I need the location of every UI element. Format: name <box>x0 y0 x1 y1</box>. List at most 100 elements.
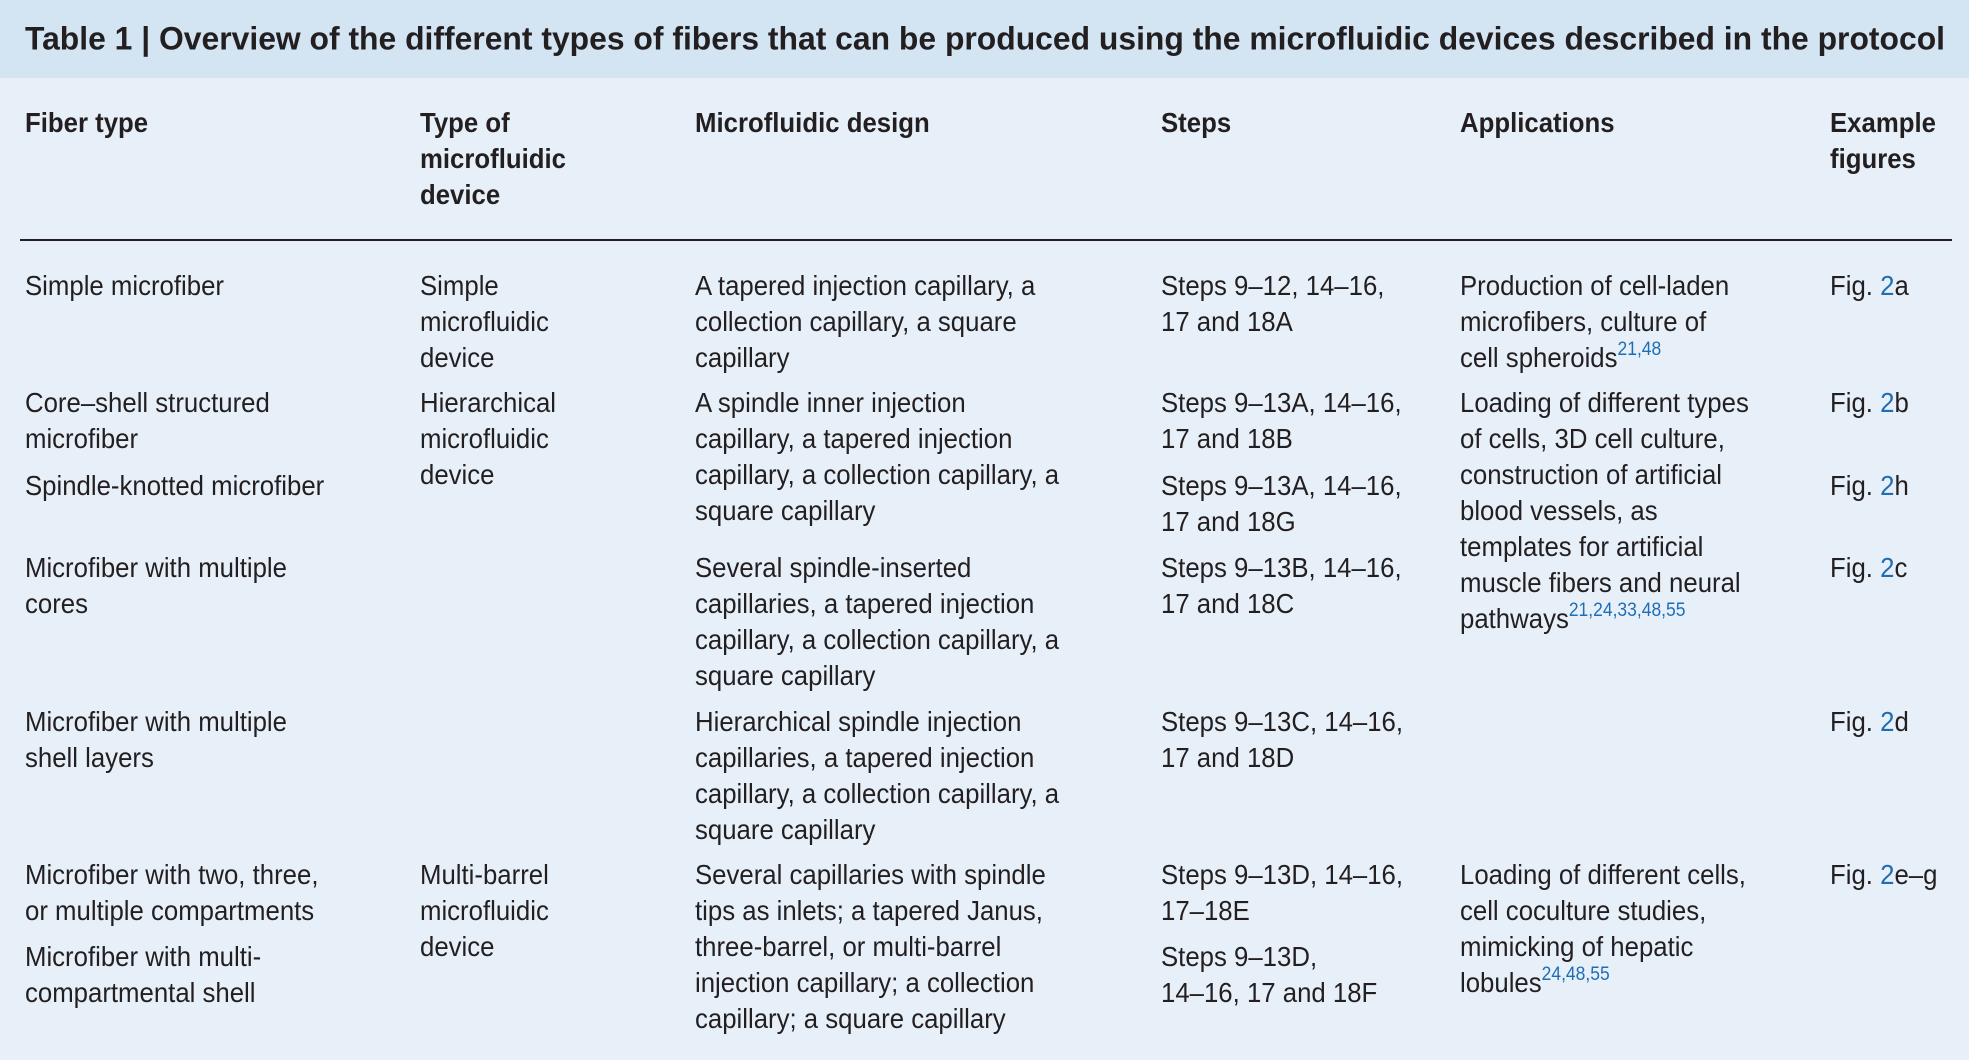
cell-line: A spindle inner injection <box>695 387 966 418</box>
fiber-type-cell: Microfiber with multiple shell layers <box>25 704 287 776</box>
figure-line: Fig. 2d <box>1830 704 1909 740</box>
figure-ref: 2 <box>1880 706 1895 737</box>
cell-line: Steps 9–13A, 14–16, <box>1161 470 1402 501</box>
title-bar: Table 1 | Overview of the different type… <box>0 0 1969 78</box>
cell-line: Loading of different cells, <box>1460 857 1746 893</box>
cell-line: Microfiber with multi- <box>25 941 262 972</box>
header-line: Type of <box>420 107 510 138</box>
cell-line: capillary, a tapered injection <box>695 423 1013 454</box>
cell-text: templates for artificial <box>1460 531 1704 562</box>
figure-suffix: b <box>1894 387 1909 418</box>
cell-line: Several capillaries with spindle <box>695 859 1046 890</box>
cell-line: Simple <box>420 270 499 301</box>
cell-line: Core–shell structured <box>25 387 270 418</box>
cell-line: templates for artificial <box>1460 529 1749 565</box>
header-line: microfluidic <box>420 143 567 174</box>
reference: 21,24,33,48,55 <box>1568 599 1686 621</box>
cell-line: Steps 9–13D, <box>1161 941 1318 972</box>
cell-line: three-barrel, or multi-barrel <box>695 931 1002 962</box>
device-cell: Multi-barrel microfluidic device <box>420 857 549 965</box>
reference: 21,48 <box>1617 338 1662 360</box>
applications-cell: Production of cell-laden microfibers, cul… <box>1460 268 1729 376</box>
title-svg: Table 1 | Overview of the different type… <box>25 20 1945 56</box>
table-title: Table 1 | Overview of the different type… <box>25 20 1945 56</box>
cell-text: blood vessels, as <box>1460 495 1658 526</box>
steps-cell: Steps 9–13B, 14–16, 17 and 18C <box>1161 550 1402 622</box>
design-cell: A spindle inner injection capillary, a ta… <box>695 385 1059 529</box>
figure-cell: Fig. 2h <box>1830 468 1909 504</box>
figure-ref: 2 <box>1880 270 1895 301</box>
cell-line: capillary <box>695 342 790 373</box>
figure-prefix: Fig. <box>1830 270 1873 301</box>
header-line: Microfluidic design <box>695 107 930 138</box>
cell-line: 17 and 18A <box>1161 306 1293 337</box>
cell-line: A tapered injection capillary, a <box>695 270 1036 301</box>
cell-line: capillary, a collection capillary, a <box>695 459 1060 490</box>
cell-line: muscle fibers and neural <box>1460 565 1749 601</box>
cell-line: cell coculture studies, <box>1460 893 1746 929</box>
figure-cell: Fig. 2c <box>1830 550 1907 586</box>
cell-line: or multiple compartments <box>25 895 315 926</box>
figure-cell: Fig. 2a <box>1830 268 1909 304</box>
steps-cell: Steps 9–12, 14–16, 17 and 18A <box>1161 268 1384 340</box>
figure-suffix: h <box>1894 470 1909 501</box>
figure-line: Fig. 2e–g <box>1830 857 1937 893</box>
device-cell: Simple microfluidic device <box>420 268 549 376</box>
cell-line: 17 and 18C <box>1161 588 1295 619</box>
fiber-type-cell: Microfiber with multi-compartmental shel… <box>25 939 261 1011</box>
fiber-type-cell: Microfiber with two, three, or multiple c… <box>25 857 318 929</box>
cell-line: 14–16, 17 and 18F <box>1161 977 1378 1008</box>
cell-line: cores <box>25 588 88 619</box>
cell-line: construction of artificial <box>1460 457 1749 493</box>
cell-line: capillaries, a tapered injection <box>695 588 1035 619</box>
cell-line: square capillary <box>695 814 876 845</box>
cell-line: microfibers, culture of <box>1460 304 1729 340</box>
cell-line: square capillary <box>695 495 876 526</box>
figure-cell: Fig. 2d <box>1830 704 1909 740</box>
figure-line: Fig. 2c <box>1830 550 1907 586</box>
cell-text: muscle fibers and neural <box>1460 567 1741 598</box>
cell-line: pathways21,24,33,48,55 <box>1460 601 1749 637</box>
fiber-type-cell: Microfiber with multiple cores <box>25 550 287 622</box>
figure-line: Fig. 2h <box>1830 468 1909 504</box>
cell-line: microfluidic <box>420 306 549 337</box>
cell-text: construction of artificial <box>1460 459 1723 490</box>
cell-line: lobules24,48,55 <box>1460 965 1746 1001</box>
cell-line: shell layers <box>25 742 154 773</box>
cell-line: 17 and 18D <box>1161 742 1295 773</box>
steps-cell: Steps 9–13D, 14–16, 17–18E <box>1161 857 1403 929</box>
cell-line: 17 and 18B <box>1161 423 1293 454</box>
design-cell: Several capillaries with spindle tips as … <box>695 857 1046 1037</box>
applications-cell: Loading of different cells, cell cocultur… <box>1460 857 1746 1001</box>
cell-line: microfiber <box>25 423 139 454</box>
header-cell: Example figures <box>1830 105 1936 177</box>
fiber-type-cell: Simple microfiber <box>25 268 224 304</box>
cell-line: Microfiber with two, three, <box>25 859 319 890</box>
steps-cell: Steps 9–13C, 14–16, 17 and 18D <box>1161 704 1403 776</box>
cell-line: 17 and 18G <box>1161 506 1296 537</box>
cell-line: device <box>420 931 495 962</box>
header-line: Example <box>1830 107 1936 138</box>
cell-line: microfluidic <box>420 895 549 926</box>
cell-line: Steps 9–12, 14–16, <box>1161 270 1385 301</box>
cell-line: Steps 9–13C, 14–16, <box>1161 706 1404 737</box>
cell-line: blood vessels, as <box>1460 493 1749 529</box>
cell-line: Steps 9–13B, 14–16, <box>1161 552 1402 583</box>
cell-line: mimicking of hepatic <box>1460 929 1746 965</box>
cell-line: device <box>420 342 495 373</box>
cell-line: square capillary <box>695 660 876 691</box>
figure-suffix: e–g <box>1894 859 1938 890</box>
figure-prefix: Fig. <box>1830 470 1873 501</box>
cell-text: mimicking of hepatic <box>1460 931 1694 962</box>
cell-line: Loading of different types <box>1460 385 1749 421</box>
cell-text: microfibers, culture of <box>1460 306 1707 337</box>
cell-line: Steps 9–13D, 14–16, <box>1161 859 1404 890</box>
cell-line: capillary, a collection capillary, a <box>695 778 1060 809</box>
figure-cell: Fig. 2e–g <box>1830 857 1937 893</box>
header-line: figures <box>1830 143 1916 174</box>
steps-cell: Steps 9–13A, 14–16, 17 and 18G <box>1161 468 1402 540</box>
steps-cell: Steps 9–13D, 14–16, 17 and 18F <box>1161 939 1377 1011</box>
applications-cell: Loading of different types of cells, 3D c… <box>1460 385 1749 637</box>
header-line: Fiber type <box>25 107 149 138</box>
